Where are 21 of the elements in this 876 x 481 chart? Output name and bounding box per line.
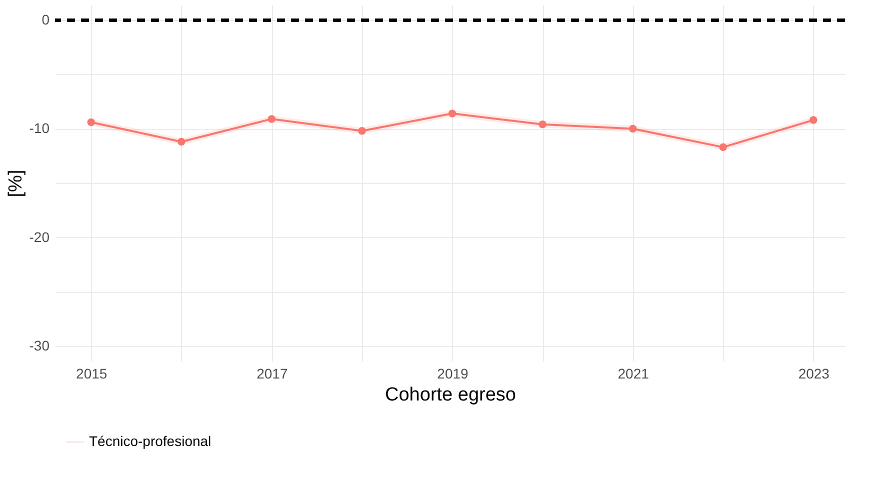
x-tick-label: 2015 [76, 366, 108, 382]
point [628, 124, 637, 133]
point [268, 115, 276, 123]
y-tick-label: -10 [29, 120, 50, 136]
y-tick-label: -30 [29, 337, 50, 354]
point [87, 118, 95, 126]
y-tick-label: -20 [29, 228, 50, 245]
point [719, 143, 727, 152]
x-tick-label: 2017 [256, 366, 288, 382]
point [358, 127, 366, 135]
point [448, 110, 456, 118]
x-tick-label: 2021 [618, 366, 650, 382]
point [810, 116, 818, 124]
x-tick-label: 2023 [798, 366, 830, 382]
point [538, 120, 546, 128]
x-tick-label: 2019 [437, 366, 469, 382]
y-tick-label: 0 [42, 12, 50, 28]
legend-label: Técnico-profesional [89, 433, 212, 449]
point [178, 138, 186, 146]
x-axis-title: Cohorte egreso [385, 384, 516, 406]
y-axis-title: [%] [5, 170, 26, 198]
